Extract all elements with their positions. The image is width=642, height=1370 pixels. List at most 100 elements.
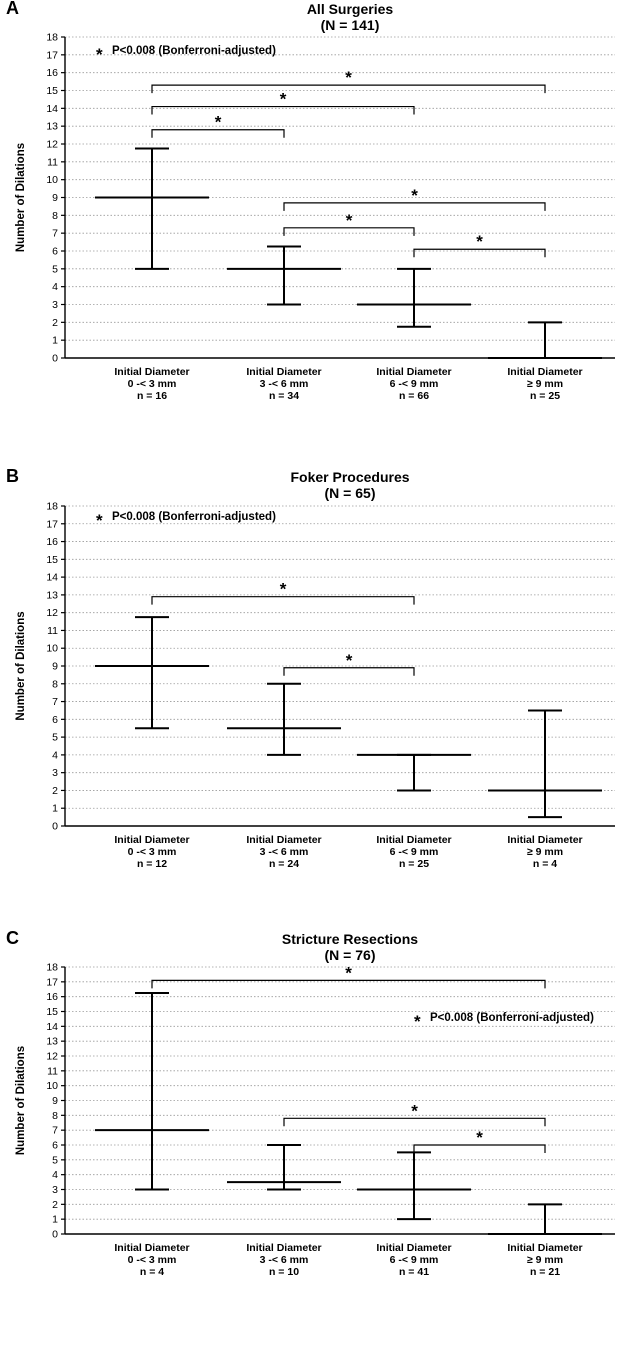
y-tick-label: 4 [52,1169,58,1181]
y-tick-label: 13 [46,1036,58,1048]
significance-bracket [151,105,415,115]
y-tick-label: 11 [47,156,58,168]
y-tick-label: 1 [52,1214,58,1226]
significance-asterisk: * [346,211,353,230]
y-tick-label: 5 [52,263,58,275]
x-category-n: n = 4 [533,858,557,870]
legend-asterisk: * [96,511,103,530]
y-tick-label: 8 [52,678,58,690]
x-category-range: 3 -< 6 mm [260,846,309,858]
y-tick-label: 7 [52,228,58,240]
x-category-label: Initial Diameter [246,366,321,378]
y-tick-label: 3 [52,767,58,779]
significance-asterisk: * [345,963,352,982]
y-tick-label: 12 [46,607,58,619]
y-tick-label: 8 [52,1110,58,1122]
x-category-range: 3 -< 6 mm [260,1254,309,1266]
chart-title: All Surgeries [306,1,394,17]
y-tick-label: 16 [46,991,58,1003]
y-tick-label: 15 [46,1006,58,1018]
significance-asterisk: * [411,1101,418,1120]
x-category-n: n = 41 [399,1266,429,1278]
x-category-label: Initial Diameter [246,1242,321,1254]
legend-text: P<0.008 (Bonferroni-adjusted) [430,1012,594,1024]
y-tick-label: 4 [52,281,58,293]
y-tick-label: 10 [46,643,58,655]
chart-subtitle: (N = 76) [324,947,376,963]
y-tick-label: 9 [52,192,58,204]
x-category-label: Initial Diameter [507,366,582,378]
significance-asterisk: * [280,90,287,109]
y-tick-label: 11 [47,625,58,637]
x-category-label: Initial Diameter [376,366,451,378]
x-category-range: 6 -< 9 mm [390,378,439,390]
y-tick-label: 9 [52,1095,58,1107]
significance-asterisk: * [411,186,418,205]
y-tick-label: 5 [52,732,58,744]
significance-bracket [151,979,546,989]
x-category-label: Initial Diameter [507,1242,582,1254]
y-tick-label: 13 [46,121,58,133]
y-axis-label: Number of Dilations [15,611,27,720]
y-tick-label: 11 [47,1065,58,1077]
legend-text: P<0.008 (Bonferroni-adjusted) [112,45,276,57]
y-tick-label: 4 [52,749,58,761]
x-category-range: 0 -< 3 mm [128,846,177,858]
y-tick-label: 2 [52,785,58,797]
x-category-label: Initial Diameter [114,834,189,846]
x-category-range: ≥ 9 mm [527,1254,563,1266]
y-tick-label: 18 [46,962,58,974]
significance-bracket [413,248,546,258]
y-tick-label: 3 [52,299,58,311]
x-category-range: ≥ 9 mm [527,846,563,858]
significance-bracket [283,667,415,676]
x-category-label: Initial Diameter [114,366,189,378]
significance-bracket [283,202,546,211]
y-tick-label: 0 [52,353,58,365]
y-tick-label: 1 [52,335,58,347]
significance-asterisk: * [280,580,287,599]
x-category-label: Initial Diameter [376,834,451,846]
x-category-n: n = 34 [269,390,299,402]
y-tick-label: 14 [46,572,58,584]
chart-subtitle: (N = 65) [324,485,376,501]
significance-bracket [151,129,285,138]
chart-title: Stricture Resections [281,931,419,947]
x-category-label: Initial Diameter [246,834,321,846]
y-tick-label: 0 [52,1229,58,1241]
chart-subtitle: (N = 141) [320,17,380,33]
panel-label: C [6,928,19,948]
legend-asterisk: * [96,45,103,64]
x-category-n: n = 10 [269,1266,299,1278]
chart-panel-b: B Foker Procedures (N = 65) 0 1 2 3 4 5 6 7 8 9 10… [0,466,642,908]
y-tick-label: 2 [52,317,58,329]
x-category-range: 3 -< 6 mm [260,378,309,390]
y-tick-label: 16 [46,536,58,548]
y-tick-label: 15 [46,554,58,566]
significance-bracket [151,596,415,605]
y-tick-label: 16 [46,67,58,79]
x-category-label: Initial Diameter [376,1242,451,1254]
y-tick-label: 10 [46,1080,58,1092]
y-tick-label: 8 [52,210,58,222]
y-tick-label: 6 [52,246,58,258]
y-tick-label: 7 [52,1125,58,1137]
y-tick-label: 12 [46,1051,58,1063]
y-tick-label: 13 [46,589,58,601]
x-category-range: 6 -< 9 mm [390,846,439,858]
significance-asterisk: * [215,113,222,132]
significance-bracket [151,84,546,94]
y-tick-label: 7 [52,696,58,708]
y-tick-label: 12 [46,139,58,151]
panel-label: A [6,0,19,18]
y-tick-label: 18 [46,501,58,513]
y-tick-label: 17 [46,976,58,988]
significance-bracket [283,227,415,236]
y-tick-label: 14 [46,1021,58,1033]
significance-asterisk: * [476,232,483,251]
chart-panel-a: A All Surgeries (N = 141) 0 1 2 3 4 5 6 7 8 9 10 11… [0,0,642,440]
y-tick-label: 0 [52,821,58,833]
